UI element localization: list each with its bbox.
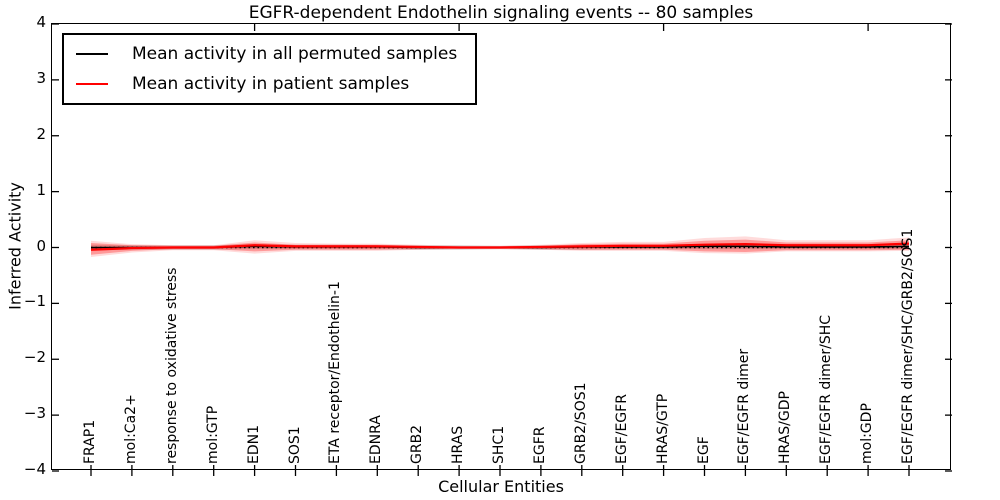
legend-entry-patient: Mean activity in patient samples — [76, 71, 457, 97]
y-tick-label: 0 — [36, 236, 46, 255]
x-category-label: EDN1 — [245, 424, 262, 464]
x-category-label: HRAS — [450, 425, 467, 464]
y-tick-label: −3 — [23, 404, 46, 423]
y-tick-label: −2 — [23, 348, 46, 367]
x-axis-label: Cellular Entities — [438, 477, 564, 496]
patient-line-swatch — [76, 83, 108, 85]
x-category-label: EGF/EGFR dimer/SHC — [818, 314, 835, 464]
legend-label-patient: Mean activity in patient samples — [132, 74, 410, 94]
x-category-label: response to oxidative stress — [163, 267, 180, 464]
legend-box: Mean activity in all permuted samples Me… — [62, 33, 478, 105]
y-tick-label: −1 — [23, 292, 46, 311]
y-tick-label: 4 — [36, 13, 46, 31]
x-category-label: EGF/EGFR — [613, 394, 630, 464]
y-tick-label: 3 — [36, 68, 46, 87]
x-category-label: SHC1 — [491, 425, 507, 464]
x-category-label: mol:GTP — [204, 405, 221, 464]
x-category-label: SOS1 — [286, 426, 303, 464]
x-category-label: EDNRA — [368, 415, 385, 464]
legend-label-permuted: Mean activity in all permuted samples — [132, 44, 458, 64]
x-category-label: EGFR — [531, 426, 548, 464]
x-category-label: EGF — [695, 436, 712, 464]
x-category-label: EGF/EGFR dimer/SHC/GRB2/SOS1 — [900, 228, 916, 464]
y-tick-label: 1 — [36, 180, 46, 199]
legend-entry-permuted: Mean activity in all permuted samples — [76, 41, 457, 67]
x-category-label: FRAP1 — [82, 419, 98, 464]
chart-plot — [52, 23, 952, 476]
x-category-label: mol:Ca2+ — [122, 394, 139, 464]
x-category-label: HRAS/GDP — [777, 391, 794, 464]
chart-title: EGFR-dependent Endothelin signaling even… — [248, 3, 754, 23]
x-category-label: mol:GDP — [859, 403, 876, 464]
x-category-label: GRB2 — [409, 424, 426, 464]
patient-mean-line — [90, 242, 910, 251]
x-category-label: ETA receptor/Endothelin-1 — [327, 281, 344, 464]
x-category-label: EGF/EGFR dimer — [736, 348, 753, 464]
y-tick-label: −4 — [23, 460, 46, 478]
y-tick-label: 2 — [36, 124, 46, 143]
permuted-line-swatch — [76, 53, 108, 55]
x-category-label: HRAS/GTP — [654, 393, 671, 464]
x-category-label: GRB2/SOS1 — [572, 382, 589, 464]
plot-area: Mean activity in all permuted samples Me… — [51, 23, 952, 476]
